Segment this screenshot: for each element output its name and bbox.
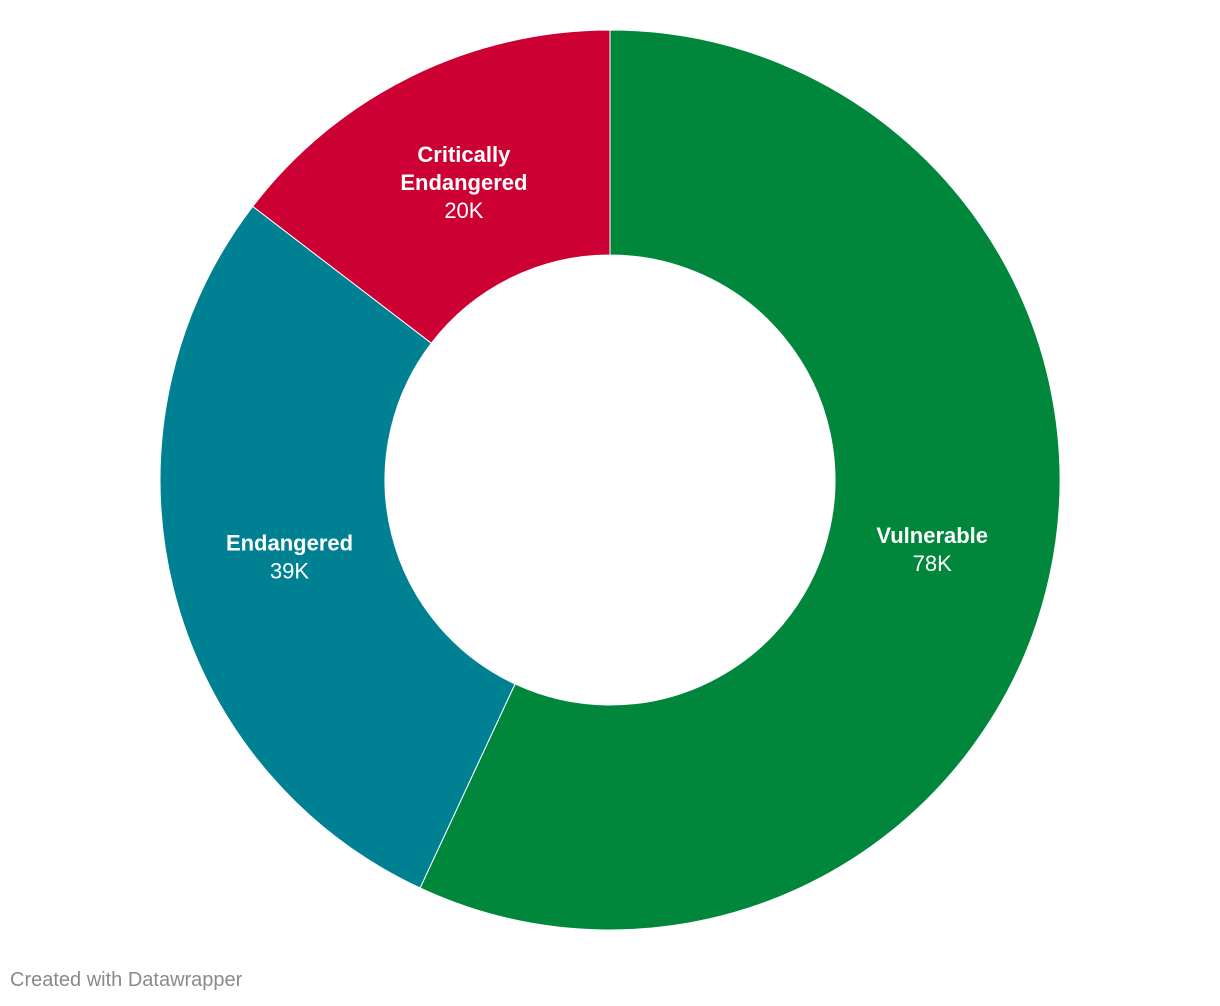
- label-vulnerable: Vulnerable 78K: [876, 523, 988, 576]
- donut-chart: Vulnerable 78K Endangered 39K Critically Enda…: [159, 29, 1061, 931]
- slice-value-label: 20K: [444, 198, 483, 223]
- slice-value-label: 39K: [270, 559, 309, 584]
- slice-name-label: Endangered: [226, 531, 353, 556]
- donut-slices: [159, 29, 1061, 931]
- slice-endangered: [159, 205, 516, 889]
- datawrapper-credit: Created with Datawrapper: [10, 969, 243, 991]
- slice-name-label: Critically: [417, 142, 511, 167]
- slice-name-label: Endangered: [400, 170, 527, 195]
- slice-name-label: Vulnerable: [876, 523, 988, 548]
- slice-value-label: 78K: [913, 551, 952, 576]
- label-critically-endangered: Critically Endangered 20K: [400, 142, 527, 223]
- slice-vulnerable: [419, 29, 1061, 931]
- slice-critically-endangered: [252, 29, 611, 344]
- donut-labels: Vulnerable 78K Endangered 39K Critically Enda…: [226, 142, 988, 584]
- label-endangered: Endangered 39K: [226, 531, 353, 584]
